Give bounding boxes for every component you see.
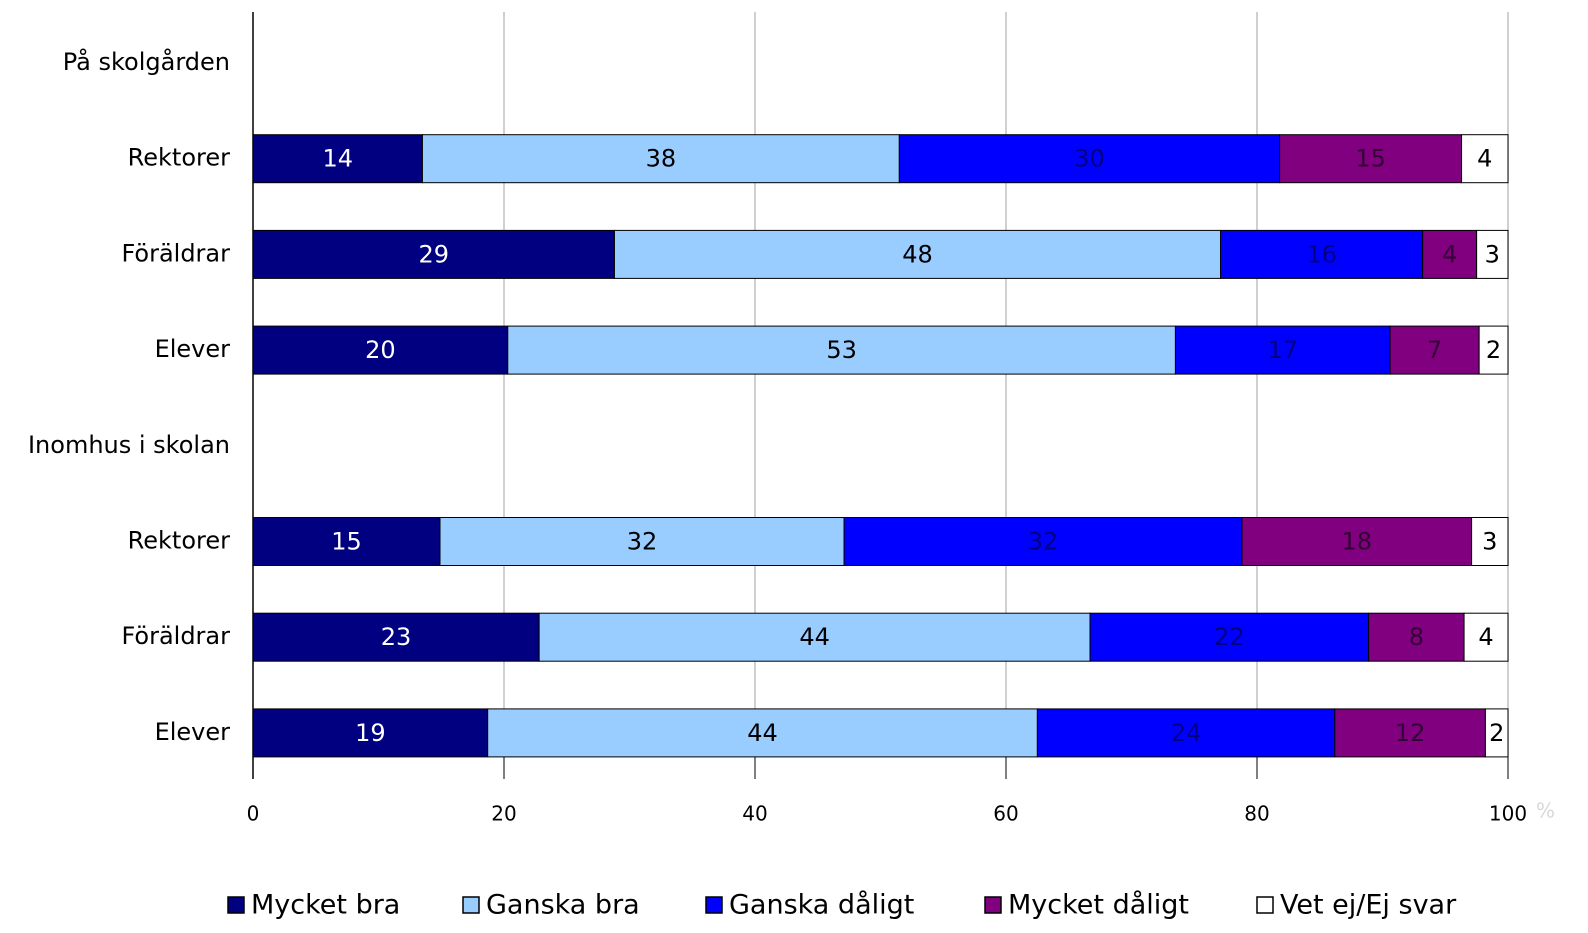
value-label: 3 — [1485, 240, 1500, 268]
bar-segment — [1471, 517, 1509, 566]
bar-segment — [1461, 134, 1509, 184]
value-label: 4 — [1477, 145, 1492, 173]
bar-segment — [252, 517, 441, 566]
y-tick-label: På skolgården — [63, 47, 230, 76]
bar-segment — [252, 612, 540, 662]
value-label: 38 — [646, 145, 677, 173]
x-tick-label: 0 — [247, 802, 260, 826]
bar-segment — [1463, 612, 1509, 662]
legend-swatch — [1256, 896, 1274, 914]
value-label: 53 — [826, 336, 857, 364]
bar-segment — [1279, 134, 1463, 184]
y-tick-label: Elever — [155, 335, 231, 363]
value-label: 20 — [365, 336, 396, 364]
value-label: 2 — [1489, 719, 1504, 747]
bar-segment — [252, 229, 615, 279]
bar-segment — [613, 229, 1222, 279]
value-label: 2 — [1486, 336, 1501, 364]
bar-segment — [1089, 612, 1370, 662]
value-label: 24 — [1171, 719, 1202, 747]
bar-segment — [252, 708, 489, 758]
x-tick-label: 100 — [1489, 802, 1527, 826]
bar-segment — [507, 325, 1176, 375]
value-label: 15 — [331, 528, 362, 556]
value-label: 44 — [799, 623, 830, 651]
value-label: 19 — [355, 719, 386, 747]
bar-segment — [1478, 325, 1509, 375]
value-label: 17 — [1267, 336, 1298, 364]
value-label: 12 — [1395, 719, 1426, 747]
bar-segment — [1174, 325, 1391, 375]
value-label: 32 — [627, 528, 658, 556]
value-label: 23 — [381, 623, 412, 651]
value-label: 32 — [1028, 528, 1059, 556]
legend-swatch — [705, 896, 723, 914]
y-tick-label: Föräldrar — [121, 239, 230, 267]
bar-segment — [538, 612, 1091, 662]
value-label: 44 — [747, 719, 778, 747]
bar-segment — [1389, 325, 1480, 375]
value-label: 16 — [1306, 240, 1337, 268]
value-label: 22 — [1214, 623, 1245, 651]
bar-segment — [421, 134, 900, 184]
bar-segment — [843, 517, 1243, 566]
bar-segment — [252, 134, 423, 184]
value-label: 29 — [418, 240, 449, 268]
value-label: 4 — [1478, 623, 1493, 651]
y-tick-label: Föräldrar — [121, 622, 230, 650]
value-label: 48 — [902, 240, 933, 268]
legend-swatch — [984, 896, 1002, 914]
bar-segment — [1368, 612, 1465, 662]
legend-label: Ganska bra — [486, 890, 640, 921]
y-tick-label: Rektorer — [128, 527, 230, 555]
value-label: 3 — [1482, 528, 1497, 556]
x-tick-label: 20 — [491, 802, 516, 826]
y-tick-label: Elever — [155, 718, 231, 746]
x-tick-label: 60 — [993, 802, 1018, 826]
legend-label: Ganska dåligt — [729, 890, 914, 921]
value-label: 30 — [1074, 145, 1105, 173]
bar-segment — [439, 517, 845, 566]
value-label: 18 — [1341, 528, 1372, 556]
legend-swatch — [227, 896, 245, 914]
value-label: 7 — [1427, 336, 1442, 364]
bar-segment — [252, 325, 509, 375]
x-tick-label: 40 — [742, 802, 767, 826]
value-label: 15 — [1355, 145, 1386, 173]
y-tick-label: Inomhus i skolan — [28, 431, 230, 459]
value-label: 14 — [322, 145, 353, 173]
bar-segment — [1334, 708, 1486, 758]
x-tick-label: 80 — [1244, 802, 1269, 826]
x-unit: % — [1536, 799, 1555, 823]
legend-label: Mycket dåligt — [1008, 890, 1189, 921]
legend-label: Vet ej/Ej svar — [1280, 890, 1457, 921]
legend-label: Mycket bra — [251, 890, 400, 921]
bar-segment — [898, 134, 1281, 184]
y-tick-label: Rektorer — [128, 144, 230, 172]
value-label: 8 — [1409, 623, 1424, 651]
legend-swatch — [462, 896, 480, 914]
bar-segment — [1476, 229, 1509, 279]
bar-segment — [1484, 708, 1509, 758]
bar-segment — [1422, 229, 1478, 279]
bar-segment — [487, 708, 1038, 758]
value-label: 4 — [1442, 240, 1457, 268]
